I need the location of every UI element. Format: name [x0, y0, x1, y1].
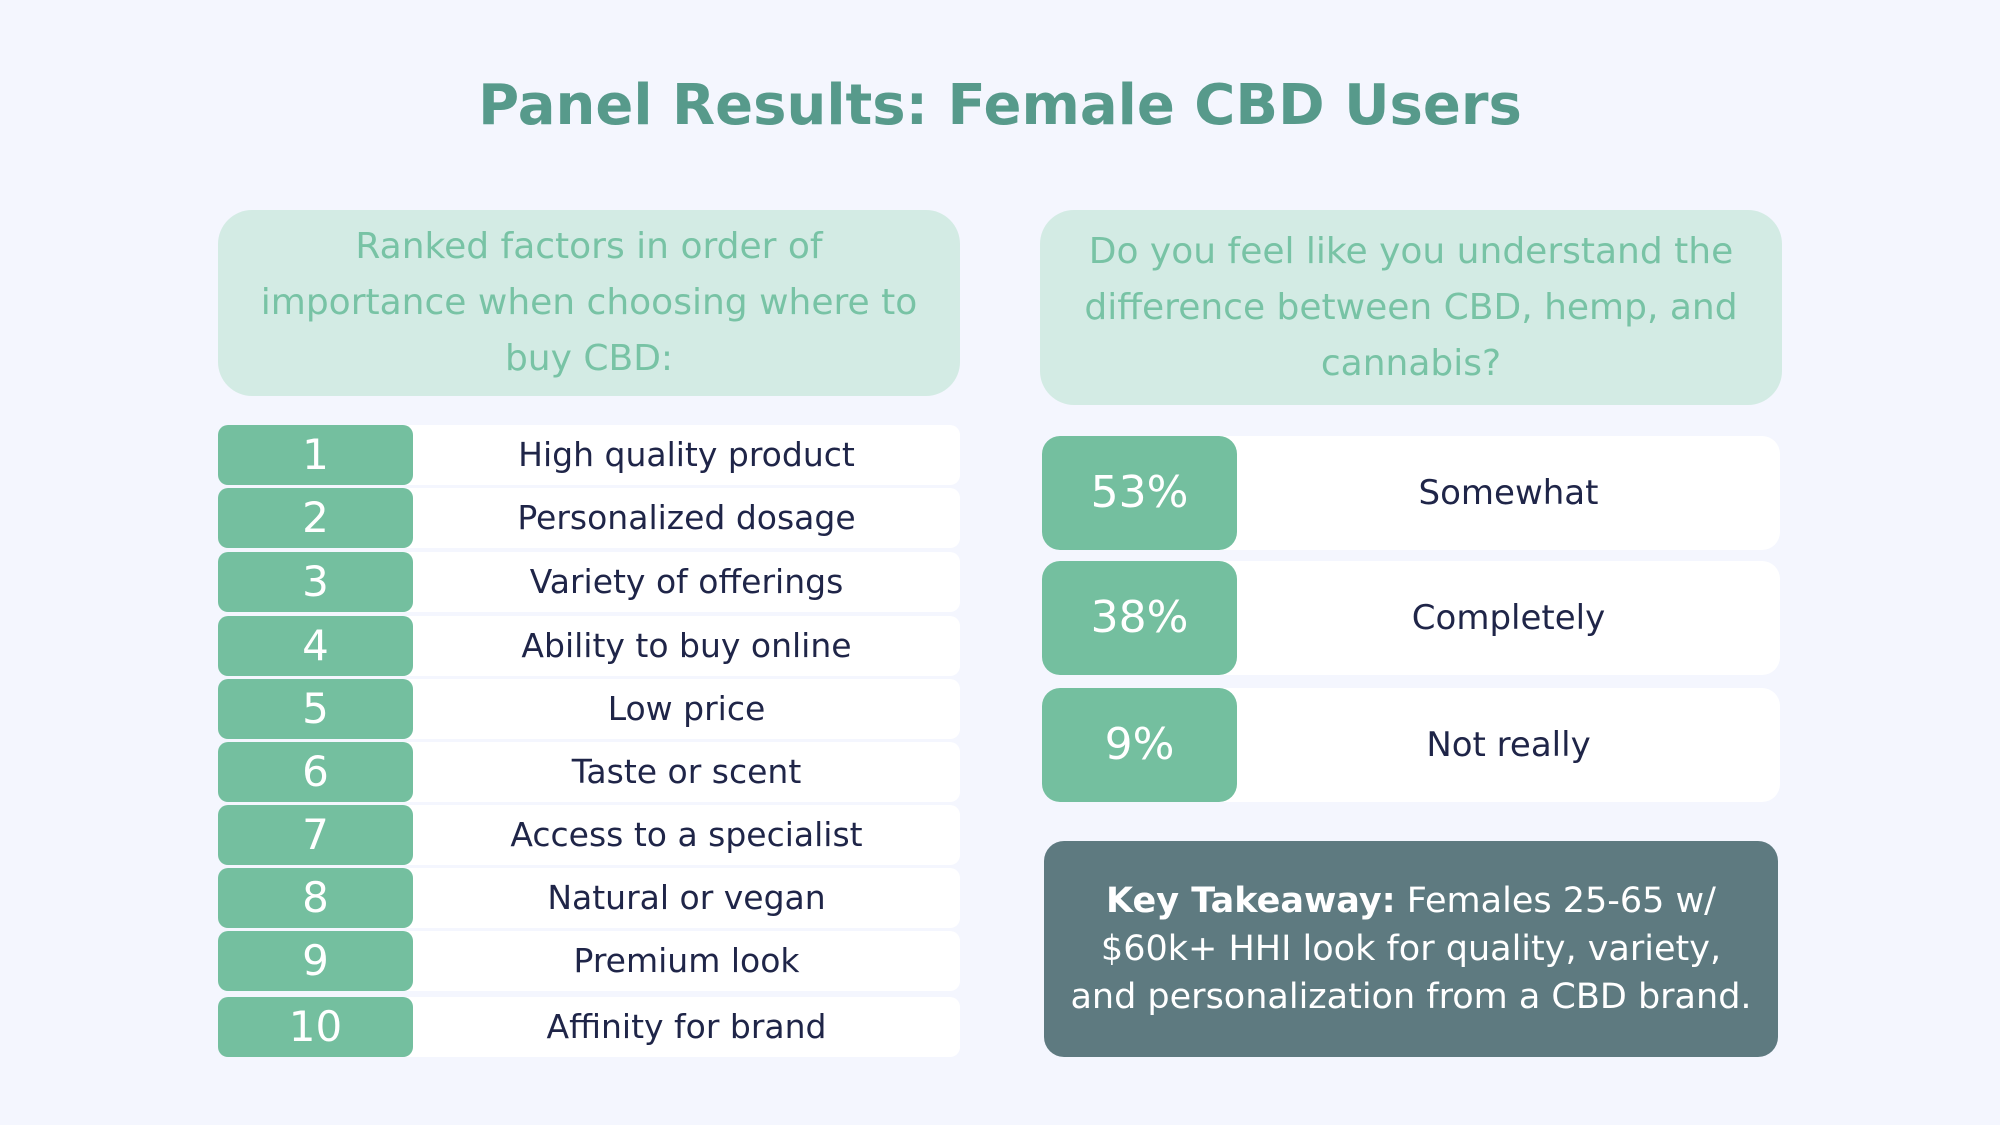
rank-row-10: 10 Affinity for brand [218, 997, 960, 1057]
key-takeaway-label: Key Takeaway: [1106, 881, 1396, 921]
rank-number: 6 [218, 742, 413, 802]
page-title: Panel Results: Female CBD Users [478, 73, 1522, 138]
answer-row-completely: 38% Completely [1042, 561, 1780, 675]
rank-label: High quality product [518, 435, 855, 474]
rank-row-6: 6 Taste or scent [218, 742, 960, 802]
key-takeaway-text: Females 25-65 w/ $60k+ HHI look for qual… [1070, 881, 1752, 1017]
answer-percent: 9% [1042, 688, 1237, 802]
rank-number: 7 [218, 805, 413, 865]
rank-row-7: 7 Access to a specialist [218, 805, 960, 865]
answer-label: Not really [1426, 725, 1591, 765]
rank-number: 5 [218, 679, 413, 739]
rank-row-5: 5 Low price [218, 679, 960, 739]
rank-row-4: 4 Ability to buy online [218, 616, 960, 676]
rank-label: Low price [607, 689, 766, 728]
rank-row-9: 9 Premium look [218, 931, 960, 991]
rank-number: 8 [218, 868, 413, 928]
answer-label: Completely [1411, 598, 1606, 638]
rank-number: 10 [218, 997, 413, 1057]
rank-label: Premium look [573, 941, 800, 980]
key-takeaway-box: Key Takeaway: Females 25-65 w/ $60k+ HHI… [1044, 841, 1778, 1057]
rank-label: Taste or scent [571, 752, 802, 791]
rank-number: 9 [218, 931, 413, 991]
answer-percent: 38% [1042, 561, 1237, 675]
rank-label: Affinity for brand [546, 1007, 827, 1046]
rank-number: 4 [218, 616, 413, 676]
key-takeaway-content: Key Takeaway: Females 25-65 w/ $60k+ HHI… [1070, 877, 1752, 1021]
rank-label: Ability to buy online [521, 626, 852, 665]
answer-percent: 53% [1042, 436, 1237, 550]
answer-row-somewhat: 53% Somewhat [1042, 436, 1780, 550]
rank-label: Variety of offerings [529, 562, 844, 601]
rank-label: Access to a specialist [510, 815, 863, 854]
understanding-question: Do you feel like you understand the diff… [1084, 230, 1738, 384]
answer-row-not-really: 9% Not really [1042, 688, 1780, 802]
rank-number: 1 [218, 425, 413, 485]
understanding-question-box: Do you feel like you understand the diff… [1040, 210, 1782, 405]
rank-label: Personalized dosage [517, 498, 856, 537]
rank-label: Natural or vegan [547, 878, 826, 917]
rank-row-1: 1 High quality product [218, 425, 960, 485]
ranking-question-box: Ranked factors in order of importance wh… [218, 210, 960, 396]
answer-label: Somewhat [1418, 473, 1599, 513]
rank-number: 3 [218, 552, 413, 612]
rank-number: 2 [218, 488, 413, 548]
rank-row-8: 8 Natural or vegan [218, 868, 960, 928]
ranking-question: Ranked factors in order of importance wh… [260, 226, 918, 379]
rank-row-2: 2 Personalized dosage [218, 488, 960, 548]
rank-row-3: 3 Variety of offerings [218, 552, 960, 612]
